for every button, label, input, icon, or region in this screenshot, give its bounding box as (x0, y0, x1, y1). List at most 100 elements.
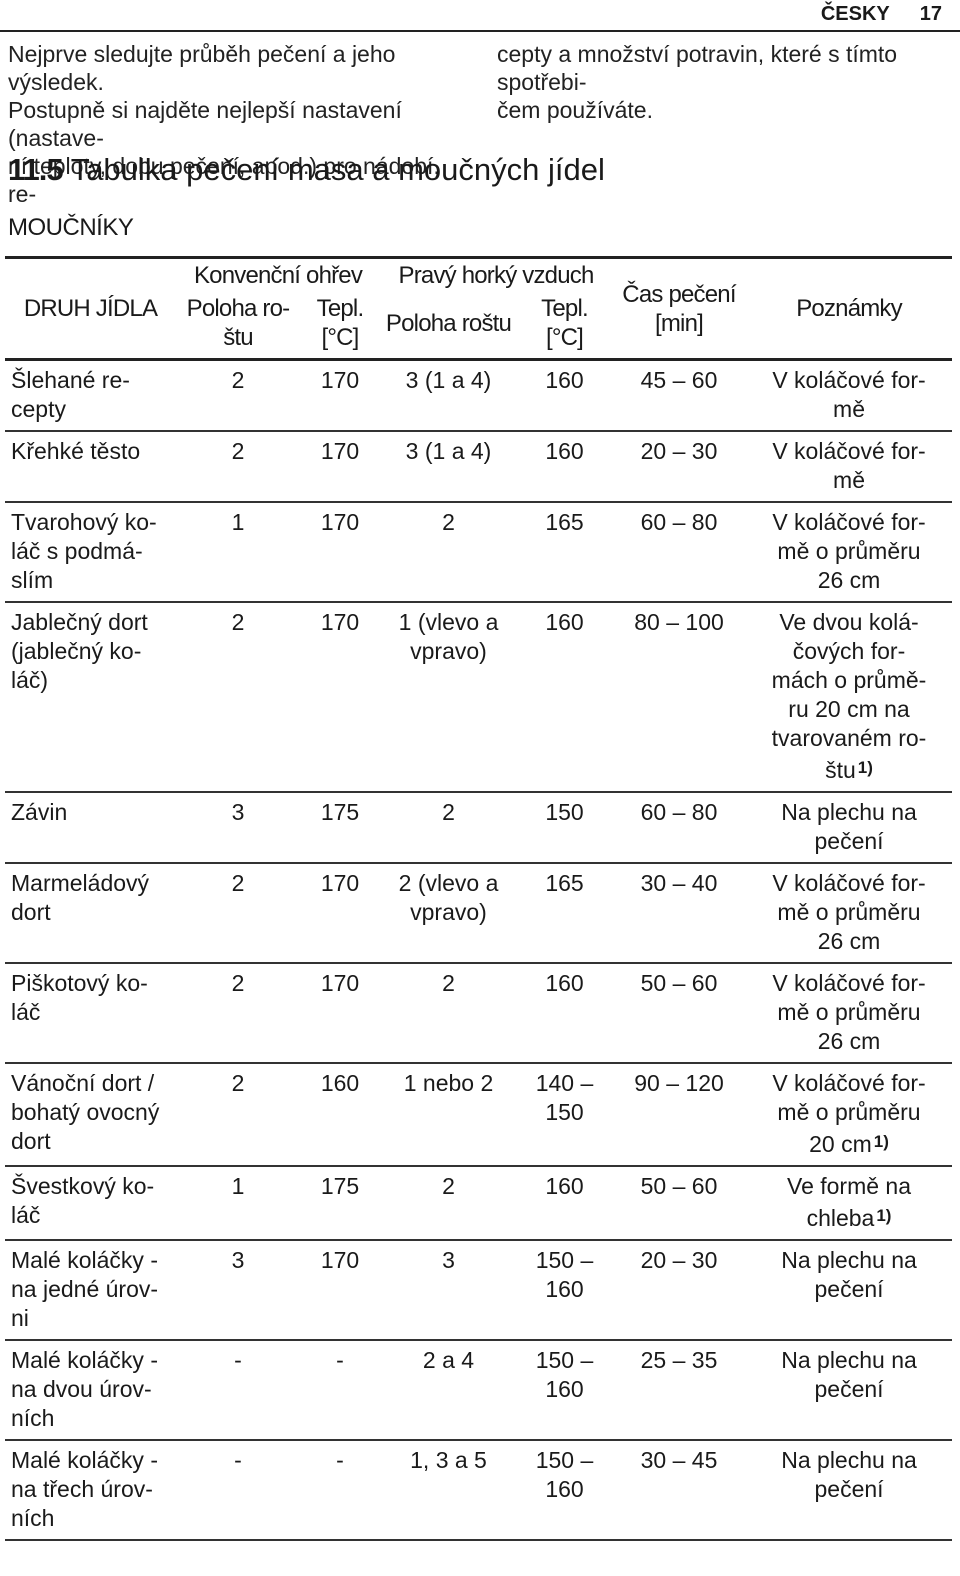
note-cell: Na plechu na pečení (746, 792, 953, 864)
conventional-shelf-cell-text: 1 (231, 509, 245, 535)
conventional-temp-cell: 170 (300, 1240, 380, 1341)
baking-time-cell: 50 – 60 (612, 963, 747, 1064)
hot-air-shelf-cell: 1 nebo 2 (380, 1063, 517, 1167)
conventional-shelf-cell: 2 (176, 602, 300, 793)
hot-air-temp-cell: 160 (517, 963, 613, 1064)
section-title: Tabulka pečení masa a moučných jídel (70, 152, 605, 187)
baking-time-cell: 30 – 40 (612, 863, 747, 964)
baking-time-cell: 90 – 120 (612, 1063, 747, 1167)
note-cell: V koláčové for- mě o průměru 26 cm (746, 863, 953, 964)
baking-time-cell-text: 25 – 35 (640, 1347, 718, 1373)
hot-air-temp-cell-text: 150 (545, 799, 584, 825)
dish-cell-text: Malé koláčky - na třech úrov- ních (11, 1447, 158, 1531)
conventional-temp-cell-text: 175 (320, 1173, 360, 1199)
table-row: Vánoční dort / bohatý ovocný dort 2 160 1 n… (5, 1063, 953, 1167)
intro-paragraph: Nejprve sledujte průběh pečení a jeho vý… (8, 40, 952, 208)
hot-air-temp-cell: 150 – 160 (517, 1240, 613, 1341)
note-cell: Ve formě na chleba 1) (746, 1166, 953, 1241)
conventional-temp-cell: 170 (300, 602, 380, 793)
conventional-shelf-cell: 1 (176, 1166, 300, 1241)
dish-cell-text: Malé koláčky - na jedné úrov- ni (11, 1247, 159, 1331)
conventional-temp-cell: 170 (300, 431, 380, 503)
conventional-temp-cell-text: 170 (320, 1247, 360, 1273)
dish-cell-text: Malé koláčky - na dvou úrov- ních (11, 1347, 158, 1431)
hot-air-temp-cell: 160 (517, 359, 613, 432)
dish-cell-text: Jablečný dort (jablečný ko- láč) (11, 609, 148, 693)
hot-air-shelf-cell-text: 3 (442, 1247, 455, 1273)
dish-cell-text: Tvarohový ko- láč s podmá- slím (11, 509, 157, 593)
baking-time-cell-text: 30 – 45 (640, 1447, 718, 1473)
dish-cell: Švestkový ko- láč (5, 1166, 176, 1241)
table-row: Piškotový ko- láč 2 170 2 160 50 – 60 V koláčo… (5, 963, 953, 1064)
hot-air-shelf-cell: 3 (1 a 4) (380, 359, 517, 432)
baking-time-cell-text: 80 – 100 (634, 609, 724, 635)
note-cell-text: Na plechu na pečení (781, 1347, 917, 1402)
hot-air-temp-cell: 165 (517, 863, 613, 964)
hot-air-shelf-cell: 2 a 4 (380, 1340, 517, 1441)
header-hot-air: Pravý horký vzduch (380, 256, 613, 292)
header-conventional: Konvenční ohřev (176, 256, 380, 292)
dish-cell-text: Křehké těsto (11, 438, 141, 464)
conventional-shelf-cell: 2 (176, 1063, 300, 1167)
note-cell-text: V koláčové for- mě o průměru 26 cm (772, 870, 926, 954)
conventional-shelf-cell: 3 (176, 1240, 300, 1341)
page-header: ČESKY 17 (821, 0, 942, 28)
baking-time-cell-text: 30 – 40 (640, 870, 718, 896)
conventional-temp-cell: 170 (300, 963, 380, 1064)
hot-air-temp-cell-text: 160 (545, 367, 584, 393)
conventional-temp-cell: 170 (300, 502, 380, 603)
footnote-ref: 1) (873, 1132, 889, 1151)
note-cell-text: V koláčové for- mě (772, 438, 926, 493)
conventional-shelf-cell-text: 2 (231, 609, 245, 635)
hot-air-shelf-cell: 2 (380, 1166, 517, 1241)
table-header: DRUH JÍDLA Konvenční ohřev Pravý horký v… (5, 256, 953, 361)
hot-air-temp-cell: 160 (517, 1166, 613, 1241)
footnote-ref: 1) (857, 758, 873, 777)
header-time: Čas pečení [min] (612, 256, 747, 361)
conventional-temp-cell-text: 170 (320, 609, 360, 635)
conventional-shelf-cell: - (176, 1440, 300, 1541)
table-row: Malé koláčky - na jedné úrov- ni 3 170 3 150… (5, 1240, 953, 1341)
baking-time-cell: 60 – 80 (612, 502, 747, 603)
subsection-title: MOUČNÍKY (8, 214, 134, 241)
table-row: Šlehané re- cepty 2 170 3 (1 a 4) 160 45 – 60… (5, 359, 953, 432)
note-cell: V koláčové for- mě (746, 431, 953, 503)
note-cell: V koláčové for- mě o průměru 20 cm 1) (746, 1063, 953, 1167)
baking-time-cell: 80 – 100 (612, 602, 747, 793)
dish-cell: Malé koláčky - na dvou úrov- ních (5, 1340, 176, 1441)
note-cell: V koláčové for- mě o průměru 26 cm (746, 502, 953, 603)
baking-time-cell-text: 60 – 80 (640, 509, 718, 535)
table-row: Malé koláčky - na třech úrov- ních - - 1, 3… (5, 1440, 953, 1541)
hot-air-shelf-cell: 1 (vlevo a vpravo) (380, 602, 517, 793)
hot-air-temp-cell: 165 (517, 502, 613, 603)
baking-time-cell: 20 – 30 (612, 431, 747, 503)
dish-cell: Šlehané re- cepty (5, 359, 176, 432)
conventional-temp-cell-text: 170 (320, 509, 360, 535)
table-row: Marmeládový dort 2 170 2 (vlevo a vpravo) 16… (5, 863, 953, 964)
note-cell-text: Na plechu na pečení (781, 1447, 917, 1502)
dish-cell: Závin (5, 792, 176, 864)
note-cell: Na plechu na pečení (746, 1340, 953, 1441)
baking-time-cell-text: 50 – 60 (640, 970, 718, 996)
baking-time-cell-text: 45 – 60 (640, 367, 718, 393)
section-heading: 11.5 Tabulka pečení masa a moučných jíde… (8, 152, 605, 188)
table-row: Tvarohový ko- láč s podmá- slím 1 170 2 165 6… (5, 502, 953, 603)
hot-air-shelf-cell: 2 (380, 792, 517, 864)
hot-air-temp-cell-text: 150 – 160 (535, 1447, 594, 1502)
conventional-shelf-cell-text: - (234, 1447, 242, 1473)
conventional-shelf-cell-text: 2 (231, 438, 245, 464)
hot-air-temp-cell-text: 150 – 160 (535, 1347, 594, 1402)
hot-air-temp-cell-text: 140 – 150 (535, 1070, 594, 1125)
dish-cell-text: Vánoční dort / bohatý ovocný dort (11, 1070, 160, 1154)
hot-air-shelf-cell-text: 2 (442, 799, 455, 825)
conventional-shelf-cell: 2 (176, 359, 300, 432)
hot-air-temp-cell-text: 160 (545, 1173, 584, 1199)
dish-cell-text: Závin (11, 799, 68, 825)
baking-time-cell-text: 20 – 30 (640, 438, 718, 464)
note-cell: V koláčové for- mě (746, 359, 953, 432)
hot-air-shelf-cell-text: 3 (1 a 4) (405, 367, 492, 393)
note-cell-text: V koláčové for- mě o průměru 26 cm (772, 509, 926, 593)
conventional-shelf-cell-text: 2 (231, 870, 245, 896)
hot-air-temp-cell-text: 160 (545, 609, 584, 635)
hot-air-shelf-cell-text: 2 a 4 (422, 1347, 475, 1373)
